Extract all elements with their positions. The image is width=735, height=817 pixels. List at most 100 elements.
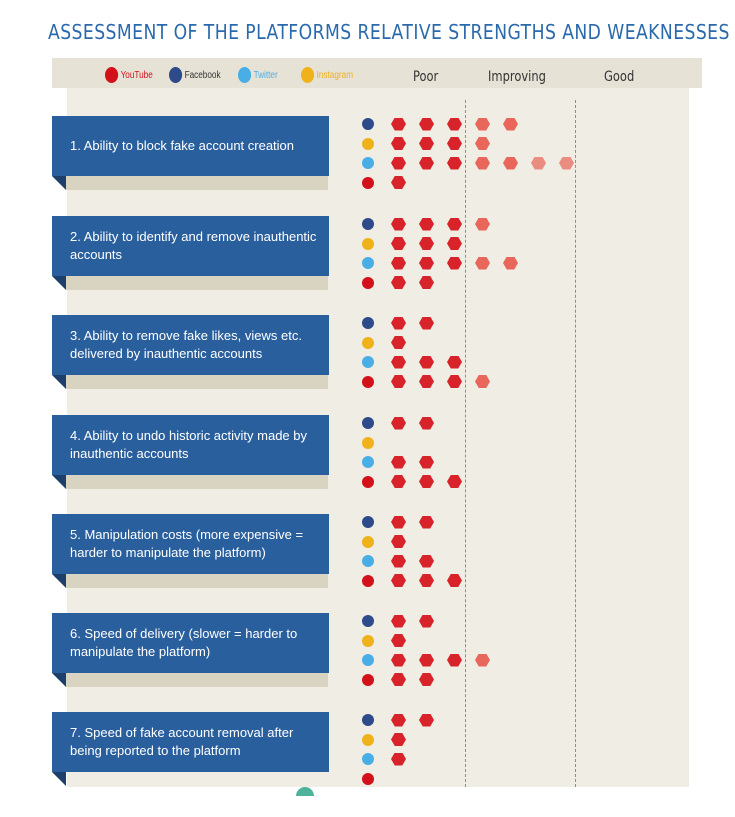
score-dot-instagram bbox=[419, 237, 434, 250]
legend-label-twitter: Twitter bbox=[253, 69, 278, 81]
instagram-icon bbox=[362, 237, 374, 250]
score-dot-twitter bbox=[391, 752, 406, 766]
score-dot-instagram bbox=[391, 733, 406, 746]
legend-label-youtube: YouTube bbox=[120, 69, 153, 81]
score-dot-facebook bbox=[391, 316, 406, 330]
twitter-icon bbox=[362, 456, 374, 468]
facebook-icon bbox=[169, 67, 183, 83]
score-dot-facebook bbox=[391, 416, 406, 430]
legend-label-facebook: Facebook bbox=[184, 69, 221, 81]
youtube-icon bbox=[362, 673, 374, 686]
score-dot-facebook bbox=[419, 614, 434, 628]
score-dot-facebook bbox=[391, 217, 406, 231]
category-fold bbox=[52, 176, 66, 190]
score-dot-twitter bbox=[419, 256, 434, 270]
score-dot-twitter bbox=[391, 256, 406, 270]
page-marker-circle bbox=[296, 787, 314, 796]
score-dot-facebook bbox=[391, 614, 406, 628]
score-dot-twitter bbox=[419, 455, 434, 469]
twitter-icon bbox=[362, 356, 374, 368]
score-dot-twitter bbox=[475, 653, 490, 667]
poor-improving-divider bbox=[465, 100, 466, 787]
score-dot-twitter bbox=[503, 256, 518, 270]
score-dot-instagram bbox=[419, 137, 434, 150]
category-label: 1. Ability to block fake account creatio… bbox=[52, 116, 329, 176]
score-dot-facebook bbox=[419, 217, 434, 231]
score-dot-twitter bbox=[475, 156, 490, 170]
score-dot-twitter bbox=[419, 554, 434, 568]
score-dot-twitter bbox=[391, 554, 406, 568]
scale-label-poor: Poor bbox=[413, 69, 439, 85]
category-tab bbox=[66, 276, 328, 290]
score-dot-youtube bbox=[419, 475, 434, 488]
category-fold bbox=[52, 276, 66, 290]
category-tab bbox=[66, 574, 328, 588]
score-dot-twitter bbox=[391, 355, 406, 369]
twitter-icon bbox=[362, 555, 374, 567]
score-dot-twitter bbox=[391, 653, 406, 667]
score-dot-instagram bbox=[391, 237, 406, 250]
score-dot-youtube bbox=[419, 673, 434, 686]
category-label: 3. Ability to remove fake likes, views e… bbox=[52, 315, 329, 375]
score-dot-youtube bbox=[447, 574, 462, 587]
score-dot-facebook bbox=[391, 713, 406, 727]
youtube-icon bbox=[105, 67, 119, 83]
score-dot-facebook bbox=[419, 713, 434, 727]
instagram-icon bbox=[362, 535, 374, 548]
score-dot-instagram bbox=[447, 237, 462, 250]
score-dot-facebook bbox=[475, 117, 490, 131]
youtube-icon bbox=[362, 176, 374, 189]
score-dot-twitter bbox=[531, 156, 546, 170]
score-dot-instagram bbox=[447, 137, 462, 150]
instagram-icon bbox=[362, 634, 374, 647]
instagram-icon bbox=[301, 67, 315, 83]
score-dot-twitter bbox=[391, 455, 406, 469]
legend-label-instagram: Instagram bbox=[316, 69, 354, 81]
facebook-icon bbox=[362, 516, 374, 528]
category-label: 5. Manipulation costs (more expensive = … bbox=[52, 514, 329, 574]
instagram-icon bbox=[362, 137, 374, 150]
legend-item-instagram: Instagram bbox=[301, 67, 353, 83]
category-label: 7. Speed of fake account removal after b… bbox=[52, 712, 329, 772]
category-fold bbox=[52, 475, 66, 489]
score-dot-instagram bbox=[391, 634, 406, 647]
category-fold bbox=[52, 673, 66, 687]
category-label: 6. Speed of delivery (slower = harder to… bbox=[52, 613, 329, 673]
facebook-icon bbox=[362, 218, 374, 230]
score-dot-youtube bbox=[391, 475, 406, 488]
facebook-icon bbox=[362, 615, 374, 627]
score-dot-youtube bbox=[391, 276, 406, 289]
facebook-icon bbox=[362, 714, 374, 726]
category-label: 4. Ability to undo historic activity mad… bbox=[52, 415, 329, 475]
score-dot-facebook bbox=[475, 217, 490, 231]
youtube-icon bbox=[362, 276, 374, 289]
score-dot-facebook bbox=[391, 117, 406, 131]
category-fold bbox=[52, 772, 66, 786]
score-dot-twitter bbox=[447, 156, 462, 170]
scale-label-improving: Improving bbox=[488, 69, 546, 85]
category-tab bbox=[66, 176, 328, 190]
twitter-icon bbox=[362, 654, 374, 666]
score-dot-instagram bbox=[391, 336, 406, 349]
score-dot-youtube bbox=[475, 375, 490, 388]
facebook-icon bbox=[362, 118, 374, 130]
category-fold bbox=[52, 574, 66, 588]
youtube-icon bbox=[362, 375, 374, 388]
twitter-icon bbox=[238, 67, 252, 83]
youtube-icon bbox=[362, 574, 374, 587]
category-tab bbox=[66, 375, 328, 389]
score-dot-instagram bbox=[475, 137, 490, 150]
youtube-icon bbox=[362, 475, 374, 488]
score-dot-youtube bbox=[447, 375, 462, 388]
score-dot-facebook bbox=[419, 416, 434, 430]
chart-title: ASSESSMENT OF THE PLATFORMS RELATIVE STR… bbox=[48, 20, 730, 44]
legend-item-twitter: Twitter bbox=[238, 67, 278, 83]
score-dot-twitter bbox=[447, 653, 462, 667]
score-dot-facebook bbox=[447, 217, 462, 231]
score-dot-twitter bbox=[447, 256, 462, 270]
category-tab bbox=[66, 673, 328, 687]
category-tab bbox=[66, 475, 328, 489]
score-dot-youtube bbox=[419, 375, 434, 388]
facebook-icon bbox=[362, 417, 374, 429]
score-dot-twitter bbox=[419, 156, 434, 170]
